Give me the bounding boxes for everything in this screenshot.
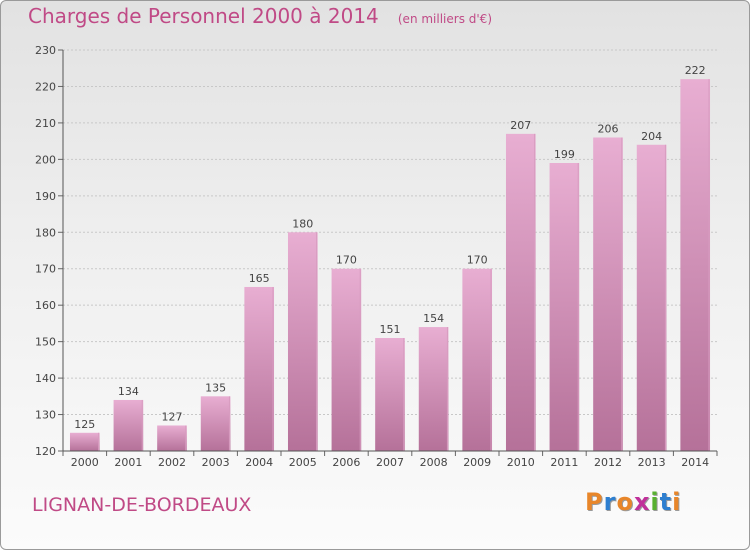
y-tick-label: 210 — [35, 117, 56, 130]
bar — [113, 399, 144, 451]
x-tick-label: 2001 — [114, 456, 142, 469]
y-tick-label: 180 — [35, 226, 56, 239]
bar-value-label: 199 — [554, 148, 575, 161]
logo-letter: t — [659, 488, 673, 516]
bars: 125 134 127 135 165 180 170 151 154 170 207 199 206 2… — [69, 64, 711, 452]
y-tick-label: 170 — [35, 263, 56, 276]
chart-subtitle: (en milliers d'€) — [397, 12, 492, 26]
axes: 120 130 140 150 160 170 180 190 200 210 220 230 2000… — [35, 44, 718, 469]
x-tick-label: 2011 — [550, 456, 578, 469]
bar — [200, 396, 231, 451]
y-tick-label: 190 — [35, 190, 56, 203]
bar — [418, 327, 449, 451]
city-name: LIGNAN-DE-BORDEAUX — [32, 494, 252, 516]
logo-letter: x — [633, 488, 651, 516]
bar-value-label: 180 — [292, 217, 313, 230]
logo-letter: i — [650, 488, 660, 516]
bar — [462, 268, 493, 451]
chart-title: Charges de Personnel 2000 à 2014 — [28, 4, 379, 28]
x-tick-label: 2013 — [638, 456, 666, 469]
y-tick-label: 140 — [35, 372, 56, 385]
x-tick-label: 2012 — [594, 456, 622, 469]
bar — [244, 286, 275, 451]
bar-value-label: 170 — [336, 254, 357, 267]
logo-letter: r — [603, 488, 617, 516]
x-tick-label: 2002 — [158, 456, 186, 469]
bar — [331, 268, 362, 451]
x-tick-label: 2000 — [71, 456, 99, 469]
bar-value-label: 222 — [685, 64, 706, 77]
bar-value-label: 165 — [249, 272, 270, 285]
y-tick-label: 120 — [35, 445, 56, 458]
x-tick-label: 2004 — [245, 456, 273, 469]
bar — [680, 79, 711, 451]
logo-letter: P — [585, 488, 604, 516]
bar-value-label: 170 — [467, 254, 488, 267]
bar-value-label: 135 — [205, 381, 226, 394]
bar — [505, 133, 536, 451]
bar-value-label: 207 — [510, 119, 531, 132]
x-tick-label: 2010 — [507, 456, 535, 469]
y-tick-label: 150 — [35, 336, 56, 349]
bar-value-label: 151 — [380, 323, 401, 336]
logo-letter: i — [672, 488, 682, 516]
bar-value-label: 206 — [598, 122, 619, 135]
bar — [549, 163, 580, 451]
x-tick-label: 2007 — [376, 456, 404, 469]
bar — [636, 144, 667, 452]
bar-value-label: 204 — [641, 130, 662, 143]
bar — [375, 337, 405, 451]
bar-value-label: 154 — [423, 312, 444, 325]
bar-value-label: 127 — [162, 410, 183, 423]
x-tick-label: 2003 — [202, 456, 230, 469]
x-tick-label: 2009 — [463, 456, 491, 469]
y-tick-label: 130 — [35, 409, 56, 422]
bar — [69, 432, 100, 451]
logo-letter: o — [616, 488, 634, 516]
x-tick-label: 2006 — [332, 456, 360, 469]
proxiti-logo: Proxiti — [585, 488, 681, 516]
bar-value-label: 134 — [118, 385, 139, 398]
bar — [593, 137, 623, 451]
y-tick-label: 230 — [35, 44, 56, 57]
y-tick-label: 220 — [35, 80, 56, 93]
x-tick-label: 2008 — [420, 456, 448, 469]
x-tick-label: 2014 — [681, 456, 709, 469]
bar-value-label: 125 — [74, 418, 95, 431]
bar — [157, 425, 187, 451]
y-tick-label: 160 — [35, 299, 56, 312]
x-tick-label: 2005 — [289, 456, 317, 469]
bar — [287, 232, 318, 451]
y-tick-label: 200 — [35, 153, 56, 166]
chart-title-row: Charges de Personnel 2000 à 2014 (en mil… — [28, 4, 492, 28]
